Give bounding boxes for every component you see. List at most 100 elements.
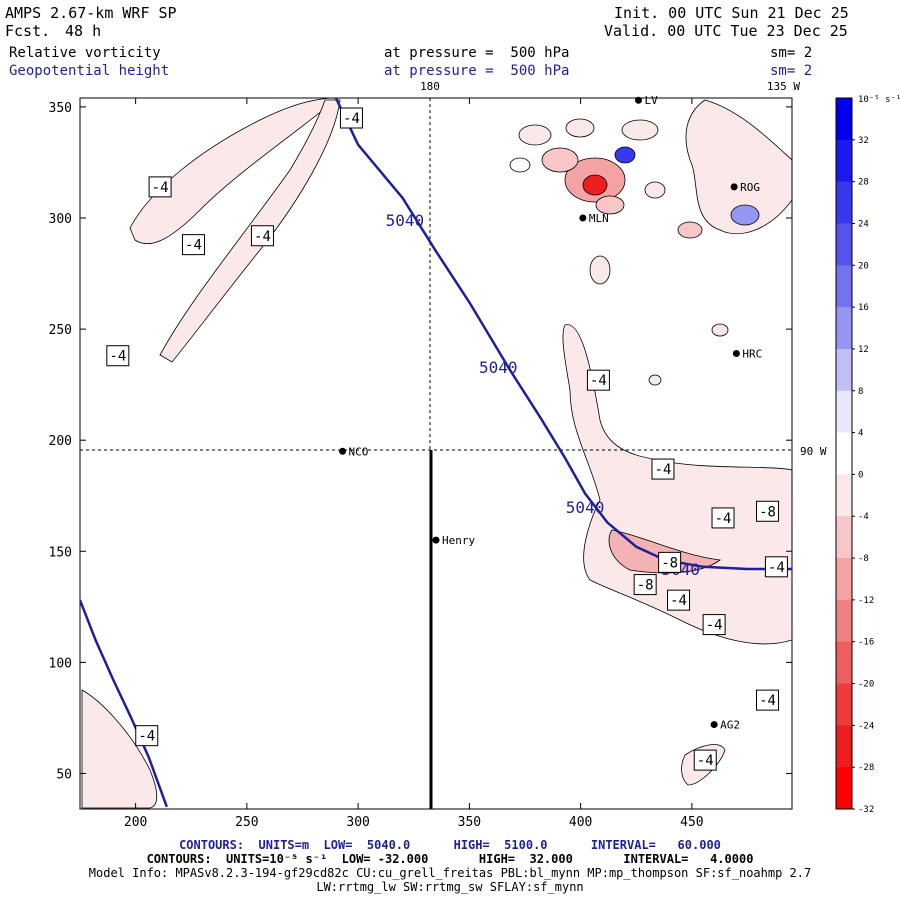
colorbar-swatch	[836, 683, 852, 726]
station-label: NCO	[349, 445, 369, 458]
vorticity-label: -4	[343, 111, 360, 127]
height-contour-label: 5040	[479, 358, 518, 377]
footer-model-info: Model Info: MPASv8.2.3-194-gf29cd82c CU:…	[88, 866, 812, 880]
vorticity-label-box	[148, 176, 172, 198]
colorbar-tick-label: 28	[858, 178, 869, 188]
colorbar-swatch	[836, 641, 852, 685]
y-tick-label: 250	[49, 323, 72, 338]
footer-height-contours: CONTOURS: UNITS=m LOW= 5040.0 HIGH= 5100…	[179, 838, 721, 852]
vorticity-label-box	[658, 551, 682, 573]
vorticity-label-box	[586, 369, 610, 391]
station-marker	[732, 350, 740, 358]
vorticity-label-box	[756, 689, 780, 711]
station-marker	[579, 214, 587, 222]
vorticity-label: -4	[109, 349, 126, 365]
y-tick-label: 350	[49, 101, 72, 116]
y-tick-label: 200	[49, 434, 72, 449]
vorticity-label: -4	[670, 593, 687, 609]
y-tick-label: 300	[49, 212, 72, 227]
station-label: HRC	[742, 348, 762, 361]
vorticity-label: -4	[759, 693, 776, 709]
parallel-label: 90 W	[800, 445, 827, 458]
colorbar-tick-label: 20	[858, 261, 869, 271]
colorbar-tick-label: 32	[858, 136, 869, 146]
y-tick-label: 150	[49, 545, 72, 560]
colorbar-tick-label: 12	[858, 345, 869, 355]
height-contour-label: 5040	[386, 211, 425, 230]
vorticity-label: -4	[185, 238, 202, 254]
vorticity-label-box	[135, 725, 159, 747]
footer-physics-info: LW:rrtmg_lw SW:rrtmg_sw SFLAY:sf_mynn	[316, 880, 584, 894]
colorbar-tick-label: -32	[858, 805, 874, 815]
colorbar-swatch	[836, 725, 852, 768]
vorticity-label-box	[764, 556, 788, 578]
station-label: Henry	[442, 534, 475, 547]
station-label: ROG	[740, 181, 760, 194]
vorticity-label: -4	[697, 753, 714, 769]
x-tick-label: 300	[346, 815, 369, 830]
colorbar-tick-label: -24	[858, 721, 874, 731]
colorbar-tick-label: 24	[858, 219, 869, 229]
colorbar-swatch	[836, 348, 852, 392]
forecast-label: Fcst.	[5, 22, 51, 40]
field1-pressure: at pressure = 500 hPa	[384, 45, 570, 61]
vorticity-label: -8	[759, 504, 776, 520]
colorbar-swatch	[836, 307, 852, 350]
field1-smoothing: sm= 2	[770, 45, 813, 61]
x-tick-label: 200	[124, 815, 147, 830]
vorticity-label: -8	[637, 578, 654, 594]
colorbar-tick-label: -20	[858, 680, 874, 690]
colorbar-frame	[835, 97, 853, 810]
colorbar-tick-label: -4	[858, 512, 869, 522]
vorticity-label-box	[667, 589, 691, 611]
vorticity-label: -4	[254, 229, 271, 245]
init-time: Init. 00 UTC Sun 21 Dec 25	[614, 4, 849, 22]
y-tick-label: 100	[49, 656, 72, 671]
vorticity-label-box	[693, 749, 717, 771]
height-contour-label: 5040	[566, 498, 605, 517]
colorbar-swatch	[836, 390, 852, 434]
vorticity-label-box	[711, 507, 735, 529]
field2-pressure: at pressure = 500 hPa	[384, 63, 570, 79]
vorticity-label-box	[633, 574, 657, 596]
station-marker	[710, 721, 718, 729]
vorticity-label: -4	[655, 462, 672, 478]
station-label: LV	[644, 94, 658, 107]
valid-time: Valid. 00 UTC Tue 23 Dec 25	[604, 22, 848, 40]
vorticity-label-box	[250, 225, 274, 247]
model-title: AMPS 2.67-km WRF SP	[5, 4, 177, 22]
field2-smoothing: sm= 2	[770, 63, 813, 79]
vorticity-label: -4	[152, 180, 169, 196]
colorbar-unit: 10⁻⁵ s⁻¹	[858, 95, 900, 105]
colorbar-tick-label: -28	[858, 763, 874, 773]
colorbar-tick-label: 8	[858, 387, 863, 397]
vorticity-shading	[81, 98, 792, 809]
x-tick-label: 250	[235, 815, 258, 830]
x-tick-label: 450	[680, 815, 703, 830]
station-marker	[432, 536, 440, 544]
vorticity-label: -8	[661, 555, 678, 571]
height-contour-5040-0	[334, 98, 792, 571]
vorticity-label: -4	[706, 618, 723, 634]
field2-name: Geopotential height	[9, 63, 170, 79]
colorbar-swatch	[836, 516, 852, 559]
footer-vorticity-contours: CONTOURS: UNITS=10⁻⁵ s⁻¹ LOW= -32.000 HI…	[146, 852, 754, 866]
field1-name: Relative vorticity	[9, 45, 161, 61]
colorbar-swatch	[836, 558, 852, 601]
colorbar-swatch	[836, 767, 852, 810]
vorticity-label: -4	[138, 729, 155, 745]
station-label: MLN	[589, 212, 609, 225]
colorbar-tick-label: -12	[858, 596, 874, 606]
colorbar-swatch	[836, 223, 852, 266]
y-tick-label: 50	[56, 767, 72, 782]
vorticity-label: -4	[768, 560, 785, 576]
colorbar-swatch	[836, 265, 852, 308]
colorbar-swatch	[836, 139, 852, 183]
vorticity-label-box	[339, 107, 363, 129]
colorbar-tick-label: 4	[858, 429, 863, 439]
vorticity-label-box	[756, 500, 780, 522]
vorticity-label: -4	[715, 511, 732, 527]
colorbar-swatch	[836, 599, 852, 643]
meridian2-label: 135 W	[767, 80, 800, 93]
